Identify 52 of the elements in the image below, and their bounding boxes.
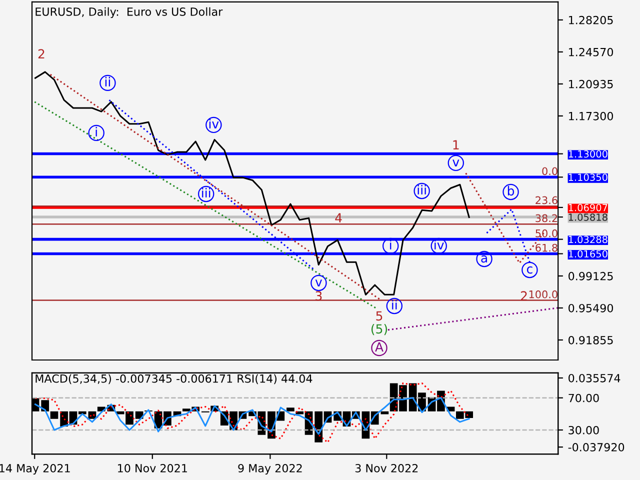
- line-series: [34, 397, 470, 435]
- y-tick-label: -0.037920: [568, 443, 624, 452]
- annotation: v: [452, 160, 460, 166]
- annotation: 1: [453, 140, 459, 150]
- annotation: 3: [316, 291, 322, 301]
- annotation: c: [526, 266, 532, 274]
- y-tick-label: 1.05818: [568, 214, 608, 221]
- annotation: iii: [202, 188, 210, 198]
- x-tick-label: 3 Nov 2022: [355, 464, 418, 472]
- annotation: 50.0: [536, 229, 558, 238]
- annotation: 5: [376, 311, 382, 321]
- annotation: 38.2: [536, 214, 558, 222]
- y-tick-label: 1.10350: [568, 174, 608, 181]
- y-tick-label: 0.95490: [568, 304, 614, 312]
- y-tick-label: 1.06907: [568, 204, 608, 212]
- x-tick-label: 14 May 2021: [0, 464, 70, 475]
- y-tick-label: 1.03288: [568, 236, 608, 244]
- y-tick-label: 0.035574: [568, 374, 620, 382]
- annotation: ii: [392, 300, 397, 310]
- annotation: 100.0: [529, 290, 558, 298]
- y-tick-label: 1.28205: [569, 16, 613, 24]
- y-tick-label: 1.20935: [569, 80, 613, 88]
- annotation: ii: [105, 76, 110, 86]
- annotation: iv: [434, 240, 444, 250]
- chart-title: EURUSD, Daily: Euro vs US Dollar: [36, 7, 223, 18]
- y-tick-label: 1.24570: [569, 48, 614, 56]
- y2-tick-label: 70.00: [568, 394, 599, 402]
- annotation: iii: [418, 184, 426, 194]
- y-tick-label: 1.17300: [569, 112, 614, 120]
- annotation: 23.6: [536, 196, 558, 204]
- x-tick-label: 9 May 2022: [238, 464, 302, 475]
- annotation: 2: [38, 49, 44, 58]
- annotation: 4: [335, 213, 342, 222]
- y-tick-label: 1.01650: [568, 250, 608, 258]
- bar: [50, 411, 58, 419]
- annotation: (5): [371, 324, 388, 336]
- annotation: 2: [520, 291, 527, 300]
- annotation: 0.0: [542, 167, 558, 176]
- chart-title: MACD(5,34,5) -0.007345 -0.006171 RSI(14) 44.04: [36, 374, 312, 384]
- annotation: 61.8: [536, 244, 558, 252]
- y-tick-label: 0.91855: [568, 336, 613, 344]
- annotation: i: [96, 126, 97, 136]
- y2-tick-label: 30.00: [568, 426, 599, 434]
- annotation: A: [375, 342, 384, 352]
- annotation: a: [481, 255, 487, 263]
- x-tick-label: 10 Nov 2021: [118, 464, 187, 472]
- bar: [286, 408, 294, 412]
- annotation: b: [508, 186, 514, 196]
- y-tick-label: 0.99125: [568, 272, 613, 280]
- y-tick-label: 1.13000: [568, 150, 608, 158]
- annotation: v: [315, 280, 322, 286]
- annotation: iv: [209, 118, 219, 128]
